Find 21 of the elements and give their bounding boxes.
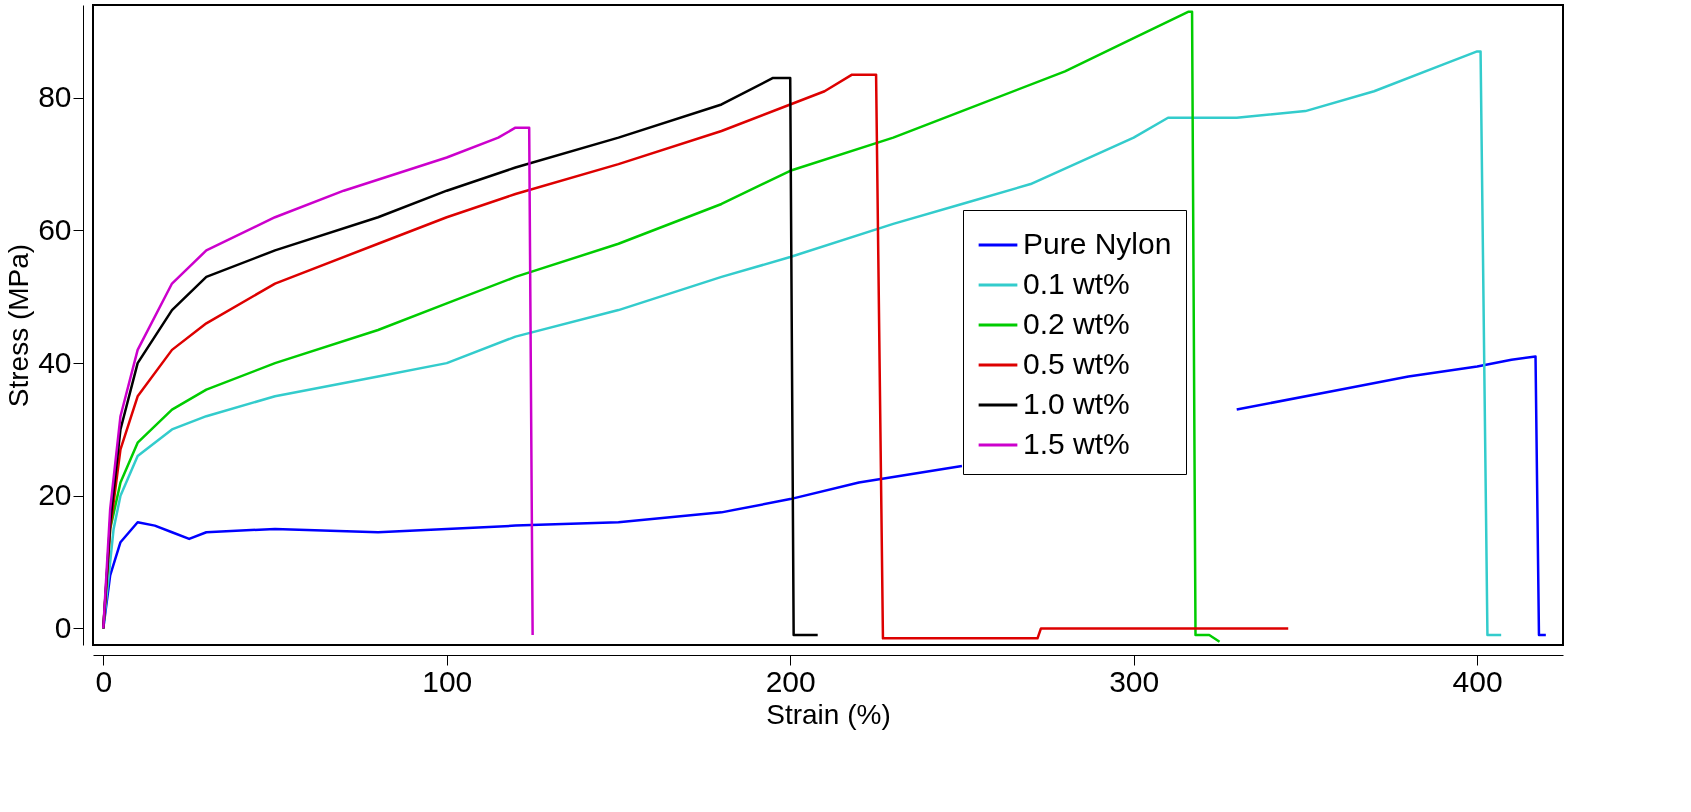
legend-label: 0.2 wt%	[1023, 307, 1130, 340]
legend-label: Pure Nylon	[1023, 227, 1172, 260]
x-tick-label: 300	[1109, 664, 1160, 698]
y-tick-label: 80	[38, 80, 72, 114]
y-tick-label: 0	[54, 610, 72, 644]
line-series	[102, 76, 819, 637]
x-tick-label: 400	[1452, 664, 1503, 698]
legend-label: 1.5 wt%	[1023, 427, 1130, 460]
y-axis-title: Stress (MPa)	[3, 243, 35, 408]
line-series	[102, 50, 1503, 637]
legend-label: 0.5 wt%	[1023, 347, 1130, 380]
x-tick-label: 0	[95, 664, 113, 698]
y-tick-label: 40	[38, 345, 72, 379]
line-series	[102, 126, 534, 637]
legend-label: 1.0 wt%	[1023, 387, 1130, 420]
legend-label: 0.1 wt%	[1023, 267, 1130, 300]
x-tick-label: 200	[765, 664, 816, 698]
y-tick-label: 20	[38, 478, 72, 512]
y-tick-label: 60	[38, 212, 72, 246]
x-axis-title: Strain (%)	[766, 698, 891, 730]
x-tick-label: 100	[422, 664, 473, 698]
